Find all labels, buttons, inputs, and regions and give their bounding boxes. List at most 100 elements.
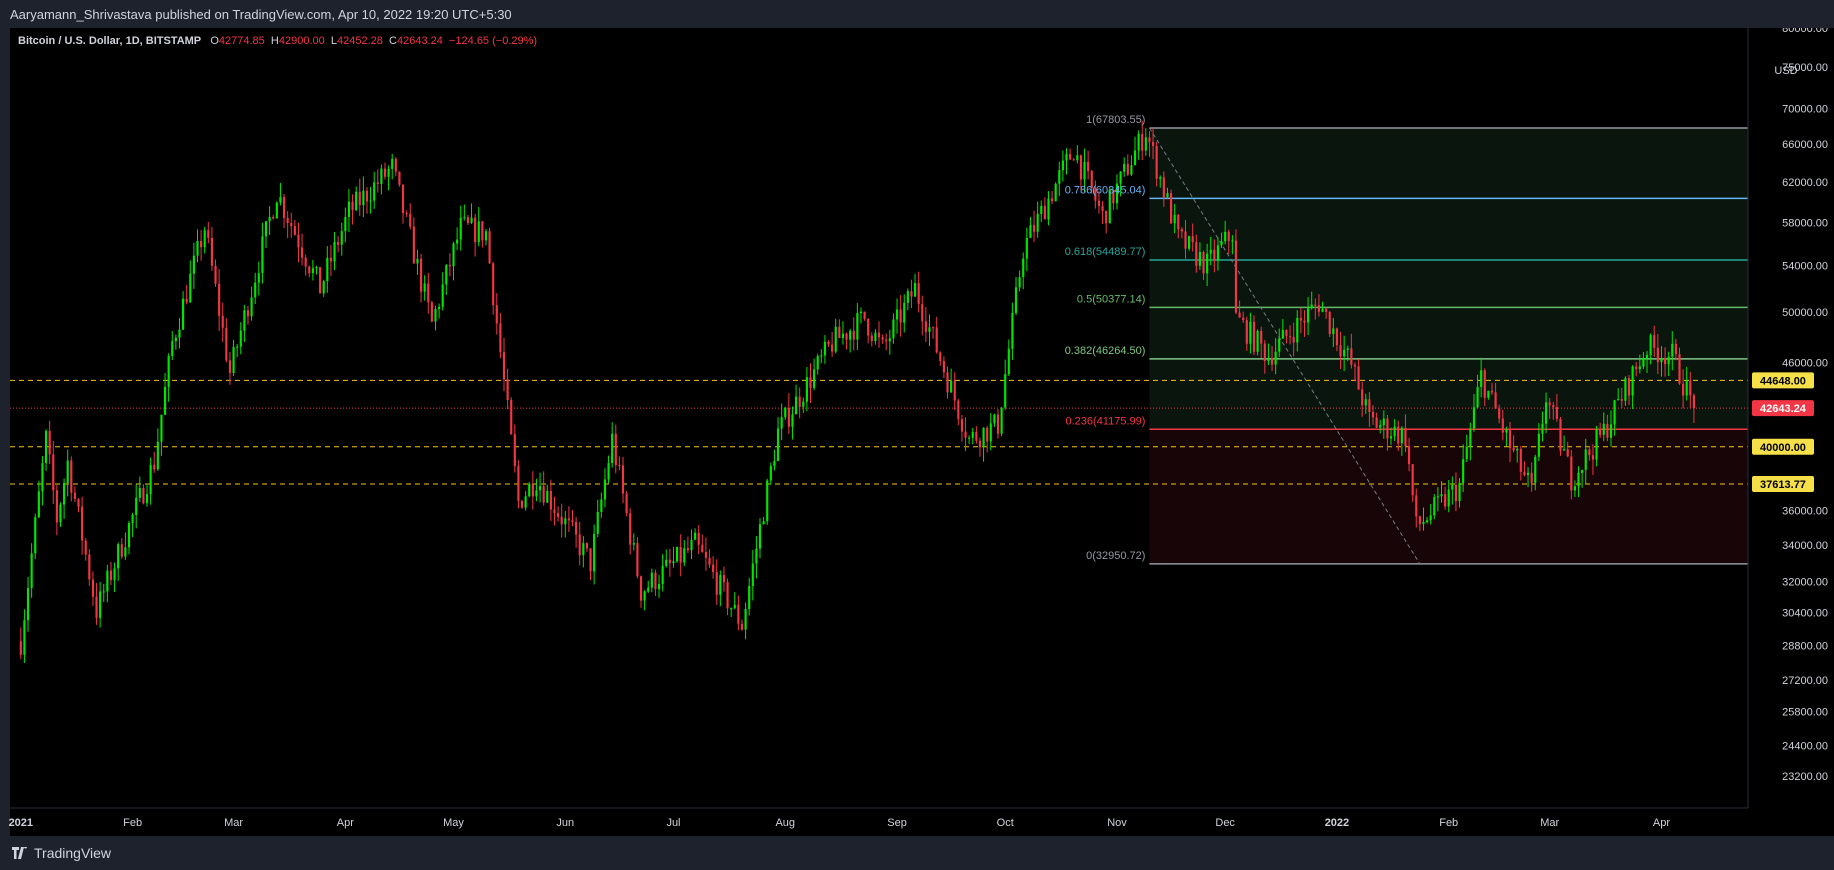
last-price-badge-bg <box>1752 400 1814 417</box>
candle-body <box>1180 229 1183 232</box>
candle-body <box>549 490 552 510</box>
candle-body <box>1310 304 1313 309</box>
candle-body <box>1299 317 1302 321</box>
fib-level-label: 1(67803.55) <box>1086 114 1145 126</box>
candle-body <box>517 466 520 501</box>
candle-body <box>780 417 783 429</box>
candle-body <box>881 337 884 340</box>
candle-body <box>163 386 167 415</box>
candle-body <box>1581 469 1584 473</box>
level-badge: 40000.00 <box>1760 442 1806 454</box>
candle-body <box>196 240 199 256</box>
candle-body <box>1645 355 1649 359</box>
candle-body <box>1368 399 1371 413</box>
fib-level-label: 0.5(50377.14) <box>1077 293 1146 305</box>
candle-body <box>697 532 700 545</box>
candle-body <box>1447 489 1450 507</box>
candle-body <box>1541 423 1544 434</box>
candle-body <box>459 217 462 240</box>
candle-body <box>1429 515 1432 521</box>
price-tick-label: 23200.00 <box>1782 771 1828 783</box>
candle-body <box>1213 249 1216 261</box>
candle-body <box>1552 405 1555 408</box>
candle-body <box>632 543 635 545</box>
candle-body <box>647 587 650 592</box>
candle-body <box>996 414 1000 434</box>
candle-body <box>333 241 336 262</box>
time-axis[interactable] <box>10 808 1748 836</box>
candle-body <box>337 241 340 245</box>
tradingview-logo[interactable]: TradingView <box>12 845 111 861</box>
candle-body <box>1512 448 1515 451</box>
candle-body <box>928 327 931 332</box>
candle-body <box>254 282 257 298</box>
candle-body <box>207 230 210 238</box>
fib-level-label: 0.382(46264.50) <box>1065 345 1146 357</box>
candle-body <box>181 298 185 330</box>
candle-body <box>250 297 253 317</box>
candle-body <box>236 346 239 348</box>
candle-body <box>1263 343 1266 361</box>
symbol-name[interactable]: Bitcoin / U.S. Dollar, 1D, BITSTAMP <box>18 35 202 47</box>
candle-body <box>950 380 953 393</box>
price-axis[interactable] <box>1748 28 1834 836</box>
high-value: 42900.00 <box>278 35 325 47</box>
footer-bar: TradingView <box>0 836 1834 870</box>
candle-body <box>1036 213 1039 232</box>
candle-body <box>1656 347 1659 363</box>
candle-body <box>185 298 188 303</box>
candle-body <box>913 283 917 297</box>
candle-body <box>838 326 841 339</box>
candle-body <box>1433 497 1436 516</box>
candle-body <box>232 347 235 374</box>
candle-body <box>1638 366 1641 370</box>
candle-body <box>733 604 736 609</box>
candle-body <box>1260 330 1263 344</box>
candle-body <box>430 302 433 322</box>
candle-body <box>484 231 488 241</box>
price-tick-label: 54000.00 <box>1782 260 1828 272</box>
candle-body <box>502 352 506 380</box>
fibonacci-retracement[interactable] <box>1149 127 1748 565</box>
price-tick-label: 28800.00 <box>1782 640 1828 652</box>
candle-body <box>600 499 603 512</box>
candle-body <box>953 380 956 401</box>
time-tick-label: Mar <box>1540 817 1559 829</box>
candle-body <box>109 570 113 580</box>
candle-body <box>1332 328 1335 335</box>
candle-body <box>834 326 837 352</box>
candle-body <box>538 486 542 491</box>
candle-body <box>347 201 351 218</box>
fib-zone-upper <box>1149 127 1748 430</box>
candle-body <box>1411 464 1414 496</box>
candle-body <box>917 283 920 304</box>
candle-body <box>1256 330 1259 352</box>
change-value: −124.65 (−0.29%) <box>448 35 538 47</box>
horizontal-levels[interactable] <box>10 379 1748 485</box>
candle-body <box>1635 366 1638 370</box>
candle-body <box>1072 159 1075 161</box>
candle-body <box>416 258 419 264</box>
candle-body <box>1523 471 1526 475</box>
candle-body <box>704 552 708 558</box>
candle-body <box>895 309 899 320</box>
candle-body <box>614 433 617 465</box>
level-badge-bg <box>1752 372 1814 389</box>
candle-body <box>344 217 347 232</box>
candle-body <box>816 356 819 370</box>
candle-body <box>106 570 109 592</box>
candle-body <box>841 333 845 339</box>
price-chart[interactable]: 1(67803.55) 0.786(60345.04) 0.618(54489.77… <box>0 28 1834 836</box>
candle-body <box>1112 189 1115 204</box>
candle-body <box>466 217 470 224</box>
candle-body <box>578 534 581 556</box>
candlestick-series[interactable] <box>19 120 1695 663</box>
candle-body <box>1054 183 1057 202</box>
candle-body <box>1076 155 1079 161</box>
candle-body <box>924 321 927 332</box>
candle-body <box>376 182 379 184</box>
candle-body <box>1642 358 1645 367</box>
candle-body <box>1198 252 1201 266</box>
candle-body <box>1613 400 1616 425</box>
price-tick-label: 62000.00 <box>1782 177 1828 189</box>
